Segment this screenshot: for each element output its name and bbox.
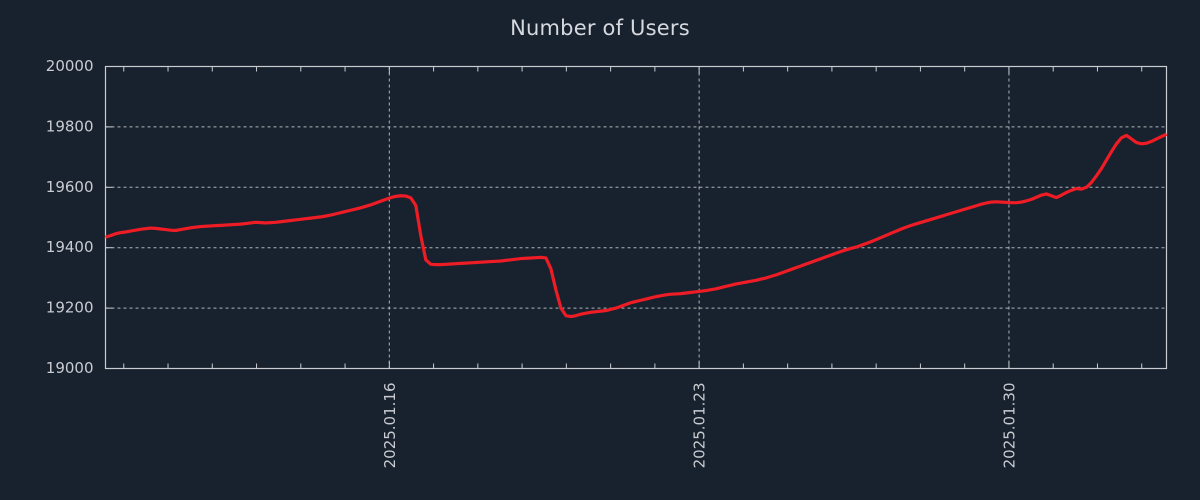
y-tick-label: 19600 <box>46 178 94 196</box>
y-axis-tick-labels: 19000 19200 19400 19600 19800 20000 <box>46 57 94 377</box>
x-axis-tick-labels: 2025.01.16 2025.01.23 2025.01.30 <box>381 383 1019 469</box>
data-series-group <box>105 132 1168 319</box>
x-tick-label: 2025.01.30 <box>1000 383 1018 469</box>
y-gridlines <box>105 66 1167 369</box>
x-tick-label: 2025.01.23 <box>691 383 709 469</box>
x-tick-label: 2025.01.16 <box>381 383 399 469</box>
series-line-number-of-users <box>105 132 1168 319</box>
y-tick-label: 19200 <box>46 299 94 317</box>
plot-frame <box>104 65 1168 370</box>
axis-tickmarks <box>105 66 1143 369</box>
y-tick-label: 19800 <box>46 117 94 135</box>
y-tick-label: 20000 <box>46 57 94 75</box>
x-gridlines <box>388 66 1010 369</box>
y-tick-label: 19000 <box>46 359 94 377</box>
chart-title: Number of Users <box>510 16 690 40</box>
y-tick-label: 19400 <box>46 238 94 256</box>
